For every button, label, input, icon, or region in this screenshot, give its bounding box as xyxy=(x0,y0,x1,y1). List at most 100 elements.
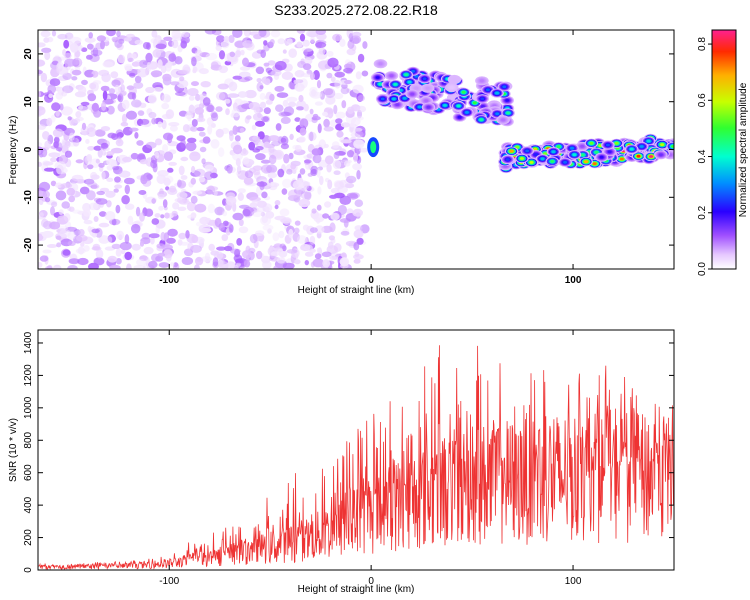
spectrogram-blob xyxy=(182,124,190,133)
spectrogram-blob xyxy=(344,79,352,85)
spectrogram-blob xyxy=(214,206,225,216)
spectrogram-blob xyxy=(280,116,291,124)
spectrogram-blob xyxy=(190,244,202,253)
spectrogram-blob xyxy=(260,49,267,58)
spectrogram-blob xyxy=(262,203,273,213)
spectrogram-blob xyxy=(479,79,484,83)
spectrogram-blob xyxy=(148,111,157,119)
spectrogram-blob xyxy=(68,195,76,203)
spectrogram-blob xyxy=(344,172,350,179)
spectrogram-blob xyxy=(309,72,315,80)
spectrogram-blob xyxy=(333,104,338,115)
spectrogram-blob xyxy=(106,177,114,182)
spectrogram-blob xyxy=(115,204,121,214)
spectrogram-blob xyxy=(102,90,108,101)
spectrogram-blob xyxy=(38,181,51,192)
spectrogram-blob xyxy=(543,152,548,156)
spectrogram-blob xyxy=(42,249,52,254)
spectrogram-blob xyxy=(188,95,195,101)
spectrogram-blob xyxy=(202,97,211,106)
spectrogram-blob xyxy=(134,132,139,139)
spectrogram-blob xyxy=(275,104,284,112)
spectrogram-blob xyxy=(147,94,157,104)
spectrogram-blob xyxy=(268,154,277,165)
spectrogram-blob xyxy=(294,220,301,226)
spectrogram-blob xyxy=(391,97,396,101)
y-tick-label: 1000 xyxy=(23,396,34,419)
spectrogram-blob xyxy=(191,119,198,127)
colorbar-tick-label: 0.6 xyxy=(697,93,708,107)
spectrogram-blob xyxy=(314,225,325,234)
spectrogram-blob xyxy=(660,143,665,147)
spectrogram-blob xyxy=(115,129,124,139)
y-tick-label: 400 xyxy=(23,496,34,513)
y-tick-label: 0 xyxy=(23,146,34,152)
spectrogram-blob xyxy=(202,136,211,144)
spectrogram-blob xyxy=(353,139,365,149)
spectrogram-blob xyxy=(261,215,268,224)
x-tick-label: 100 xyxy=(565,576,582,587)
spectrogram-blob xyxy=(297,136,306,143)
spectrogram-blob xyxy=(194,107,204,115)
spectrogram-blob xyxy=(178,165,185,176)
spectrogram-blob xyxy=(276,257,286,264)
spectrogram-blob xyxy=(145,86,155,94)
spectrogram-blob xyxy=(145,141,157,149)
spectrogram-blob xyxy=(175,91,186,97)
spectrogram-blob xyxy=(210,111,218,119)
spectrogram-blob xyxy=(259,101,267,109)
spectrogram-blob xyxy=(199,146,207,153)
spectrogram-blob xyxy=(393,83,398,86)
spectrogram-blob xyxy=(59,103,64,111)
spectrogram-blob xyxy=(144,208,154,217)
spectrogram-blob xyxy=(255,66,265,75)
spectrogram-blob xyxy=(191,56,197,67)
spectrogram-blob xyxy=(327,241,334,249)
spectrogram-blob xyxy=(275,123,282,131)
spectrogram-blob xyxy=(146,61,152,72)
spectrogram-blob xyxy=(198,131,206,137)
spectrogram-blob xyxy=(299,168,306,175)
spectrogram-blob xyxy=(356,169,361,180)
spectrogram-blob xyxy=(100,126,111,132)
spectrogram-blob xyxy=(671,145,674,148)
spectrogram-blob xyxy=(38,59,46,67)
colorbar-tick-label: 0.8 xyxy=(697,37,708,51)
spectrogram-blob xyxy=(309,131,314,142)
spectrogram-blob xyxy=(170,262,175,267)
snr-series-line xyxy=(38,345,674,570)
spectrogram-blob xyxy=(306,30,318,38)
spectrogram-blob xyxy=(186,201,197,212)
spectrogram-blob xyxy=(233,144,243,155)
spectrogram-blob xyxy=(44,197,51,203)
spectrogram-blob xyxy=(270,251,280,257)
spectrogram-blob xyxy=(63,39,70,49)
y-tick-label: 1400 xyxy=(23,331,34,354)
spectrogram-blob xyxy=(302,39,310,47)
spectrogram-blob xyxy=(136,140,144,146)
spectrogram-blob xyxy=(194,49,203,57)
spectrogram-blob xyxy=(92,243,101,251)
spectrogram-blob xyxy=(649,155,654,158)
spectrogram-blob xyxy=(292,179,304,190)
spectrogram-blob xyxy=(230,248,241,254)
spectrogram-blob xyxy=(77,257,89,266)
spectrogram-blob xyxy=(310,165,319,175)
spectrogram-blob xyxy=(223,245,233,252)
spectrogram-blob xyxy=(309,235,316,245)
spectrogram-blob xyxy=(107,255,118,263)
spectrogram-blob xyxy=(208,243,215,251)
spectrogram-blob xyxy=(91,184,100,189)
spectrogram-blob xyxy=(243,259,251,268)
spectrogram-blob xyxy=(53,264,62,269)
spectrogram-blob xyxy=(332,159,342,170)
spectrogram-blob xyxy=(485,88,490,92)
spectrogram-blob xyxy=(298,198,311,208)
spectrogram-blob xyxy=(85,73,94,78)
spectrogram-blob xyxy=(156,174,166,185)
spectrogram-blob xyxy=(303,49,308,56)
spectrogram-blob xyxy=(95,158,100,164)
spectrogram-blob xyxy=(88,262,99,269)
spectrogram-blob xyxy=(330,76,336,83)
spectrogram-blob xyxy=(107,132,117,139)
